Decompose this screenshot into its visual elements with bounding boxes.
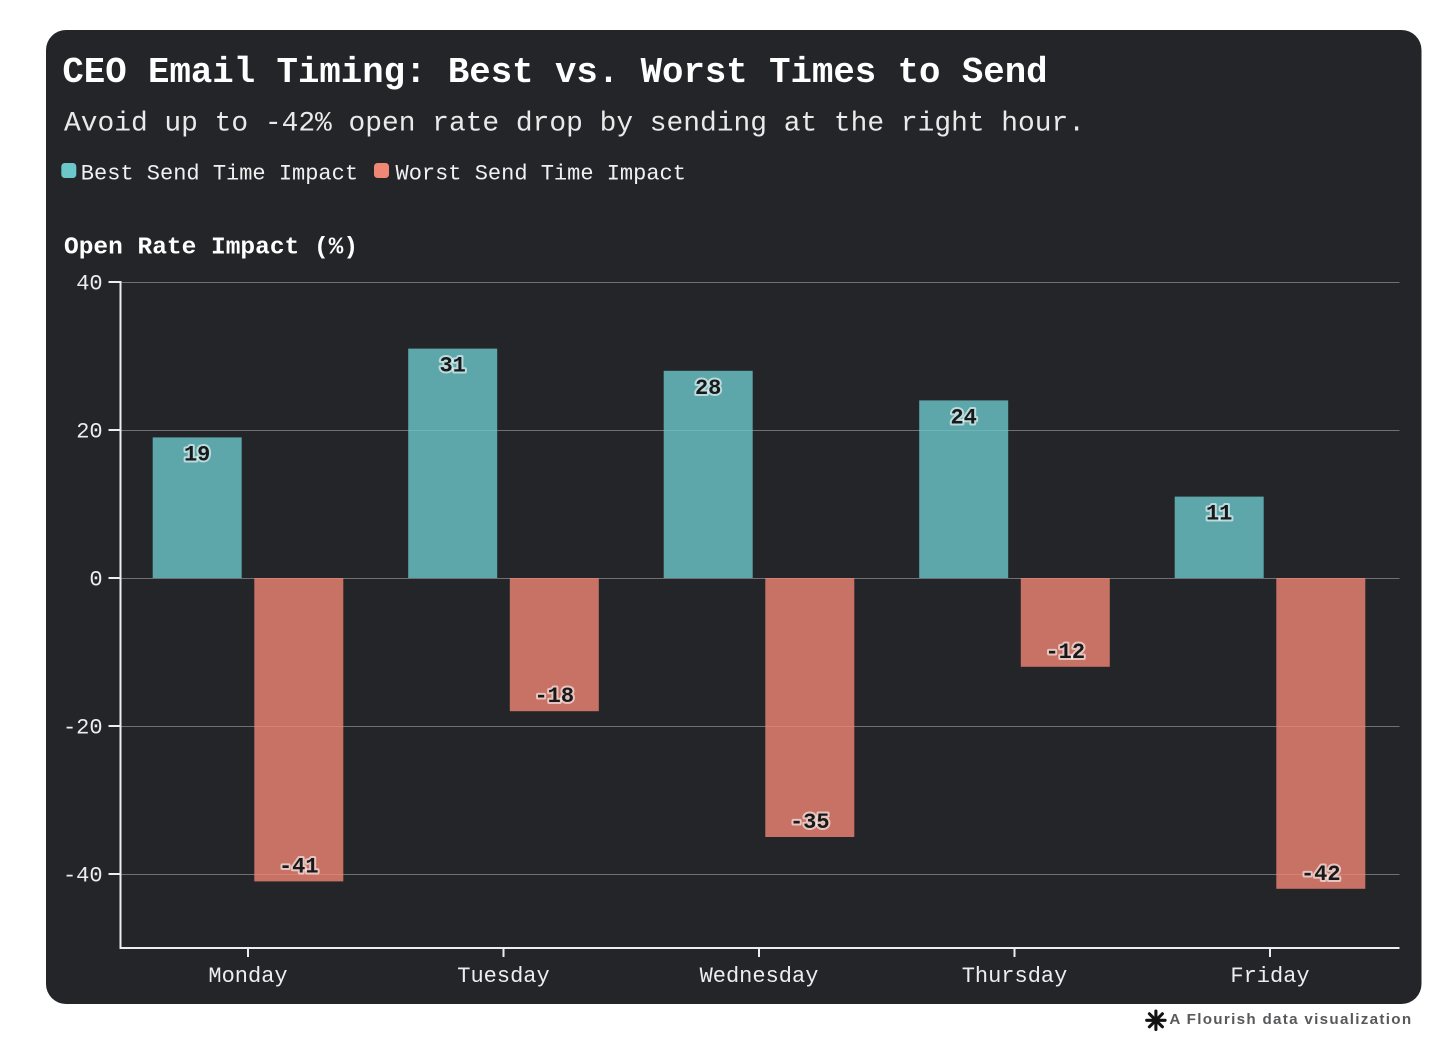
svg-text:Tuesday: Tuesday <box>457 964 549 989</box>
svg-text:Wednesday: Wednesday <box>700 964 819 989</box>
svg-text:A Flourish data visualization: A Flourish data visualization <box>1169 1011 1412 1028</box>
svg-text:20: 20 <box>76 420 102 445</box>
svg-text:Monday: Monday <box>208 964 287 989</box>
svg-text:40: 40 <box>76 272 102 297</box>
svg-text:-42: -42 <box>1301 862 1341 887</box>
svg-text:-40: -40 <box>63 864 103 889</box>
svg-text:Worst Send Time Impact: Worst Send Time Impact <box>396 162 686 187</box>
svg-text:-41: -41 <box>279 854 319 879</box>
svg-text:Avoid up to -42% open rate dro: Avoid up to -42% open rate drop by sendi… <box>64 108 1085 139</box>
svg-text:31: 31 <box>439 354 465 379</box>
svg-text:-12: -12 <box>1045 640 1085 665</box>
svg-text:11: 11 <box>1206 502 1232 527</box>
svg-text:28: 28 <box>695 376 721 401</box>
svg-text:Friday: Friday <box>1230 964 1309 989</box>
svg-text:-18: -18 <box>534 684 574 709</box>
svg-text:Thursday: Thursday <box>962 964 1068 989</box>
svg-text:CEO Email Timing: Best vs. Wor: CEO Email Timing: Best vs. Worst Times t… <box>62 52 1047 93</box>
svg-text:19: 19 <box>184 442 210 467</box>
svg-text:0: 0 <box>89 568 102 593</box>
svg-text:24: 24 <box>950 405 976 430</box>
svg-text:-35: -35 <box>790 810 830 835</box>
svg-text:Best Send Time Impact: Best Send Time Impact <box>81 162 358 187</box>
svg-text:-20: -20 <box>63 716 103 741</box>
svg-text:Open Rate Impact (%): Open Rate Impact (%) <box>64 235 358 262</box>
